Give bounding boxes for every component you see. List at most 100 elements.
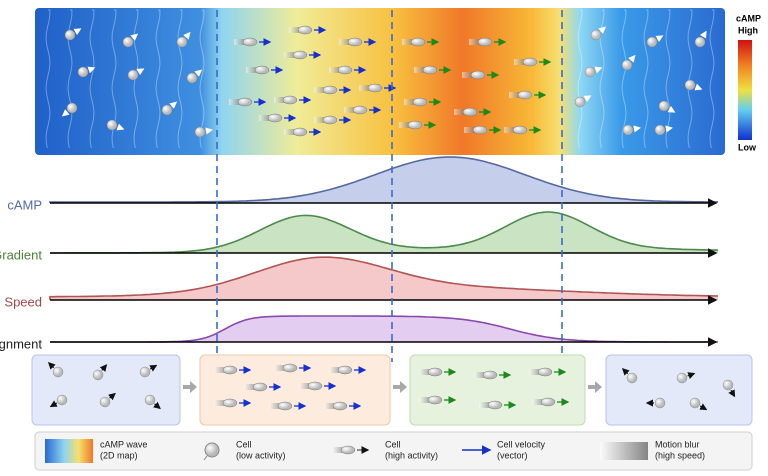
motion-blur: [469, 39, 481, 45]
cell-low: [139, 366, 151, 378]
velocity: [149, 364, 158, 372]
cell-high: [292, 50, 308, 60]
cell-low: [621, 59, 633, 71]
cell-low: [689, 397, 701, 409]
velocity: [633, 125, 641, 133]
velocity: [99, 364, 108, 372]
panel-aligned: [409, 354, 586, 426]
profile-label: Gradient: [0, 247, 42, 262]
motion-blur: [474, 372, 486, 378]
panel-low-2: [605, 354, 753, 426]
velocity: [598, 26, 607, 34]
cell-low: [92, 369, 104, 381]
dashed-lines: [216, 10, 563, 362]
velocity: [108, 392, 116, 401]
cell-high: [337, 65, 353, 75]
cell-high: [347, 37, 363, 47]
cell-low: [574, 96, 586, 108]
motion-blur: [329, 67, 341, 73]
cell-high: [512, 125, 528, 135]
colorbar: [738, 40, 752, 140]
motion-blur: [214, 400, 226, 406]
cell-high: [410, 37, 426, 47]
camp-map: [35, 8, 725, 155]
wave-line: [67, 9, 73, 149]
motion-blur: [214, 367, 226, 373]
cell-high: [340, 445, 356, 455]
profile-area: [50, 212, 718, 253]
legend-cell-low: [204, 442, 220, 458]
profile-label: cAMP: [7, 197, 42, 212]
velocity: [169, 101, 178, 109]
motion-blur: [344, 107, 356, 113]
cell-high: [292, 127, 308, 137]
cell-high: [517, 90, 533, 100]
velocity: [699, 403, 708, 411]
legend-cell-tail: [203, 455, 208, 461]
cell-high: [412, 97, 428, 107]
velocity: [130, 33, 139, 41]
legend-box: [34, 431, 753, 471]
velocity: [655, 35, 664, 43]
cell-high: [407, 120, 423, 130]
cell-high: [267, 113, 283, 123]
cell-low: [584, 66, 596, 78]
legend-label: Motion blur: [655, 439, 700, 449]
motion-blur: [514, 59, 526, 65]
motion-blur: [529, 369, 541, 375]
motion-blur: [284, 52, 296, 58]
cell-low: [622, 124, 634, 136]
cell-low: [694, 36, 706, 48]
motion-blur: [414, 67, 426, 73]
cell-high: [422, 65, 438, 75]
cell-high: [332, 401, 348, 411]
colorbar-title: cAMP: [736, 13, 761, 23]
cell-high: [427, 395, 443, 405]
velocity: [628, 54, 636, 63]
cell-low: [658, 100, 670, 112]
panel-cells: [47, 361, 736, 411]
cell-high: [537, 367, 553, 377]
velocity: [621, 367, 630, 376]
velocity: [687, 372, 696, 379]
velocity: [694, 83, 703, 91]
motion-blur: [324, 403, 336, 409]
cell-low: [144, 394, 156, 406]
velocity: [183, 31, 191, 40]
cell-low: [176, 36, 188, 48]
cell-high: [322, 115, 338, 125]
velocity: [594, 66, 603, 74]
cell-low: [106, 119, 118, 131]
cell-high: [462, 107, 478, 117]
motion-blur: [259, 115, 271, 121]
cell-high: [540, 397, 556, 407]
cell-high: [487, 400, 503, 410]
motion-blur: [244, 384, 256, 390]
cell-high: [222, 365, 238, 375]
cell-low: [654, 397, 666, 409]
cell-low: [99, 396, 111, 408]
cell-low: [52, 366, 64, 378]
cell-low: [684, 79, 696, 91]
cell-high: [277, 401, 293, 411]
wave-line: [687, 9, 693, 149]
motion-blur: [419, 369, 431, 375]
legend-label: cAMP wave: [100, 439, 147, 449]
legend-label: (low activity): [236, 450, 286, 460]
wave-line: [177, 9, 183, 149]
cell-low: [590, 29, 602, 41]
motion-blur: [229, 99, 241, 105]
motion-blur: [299, 383, 311, 389]
cell-high: [470, 70, 486, 80]
motion-blur: [504, 127, 516, 133]
wave-line: [709, 9, 715, 149]
motion-blur: [359, 85, 371, 91]
cell-high: [337, 365, 353, 375]
velocity: [153, 401, 161, 410]
profiles: cAMP Gradient Speed Alignment: [0, 156, 719, 351]
cell-low: [676, 372, 688, 384]
motion-blur: [329, 367, 341, 373]
cell-high: [472, 125, 488, 135]
motion-blur: [454, 109, 466, 115]
cell-low: [122, 36, 134, 48]
